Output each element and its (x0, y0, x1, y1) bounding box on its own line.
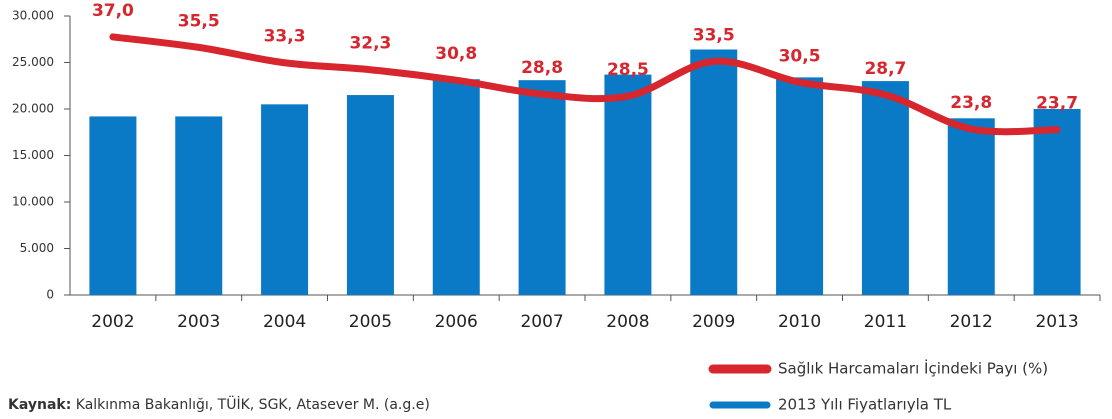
data-label: 30,8 (435, 44, 477, 64)
data-label: 23,8 (950, 93, 992, 113)
bar (690, 49, 738, 296)
bar (1033, 109, 1081, 295)
legend-label: Sağlık Harcamaları İçindeki Payı (%) (778, 359, 1048, 378)
bar (604, 74, 652, 295)
data-label: 35,5 (178, 11, 220, 31)
y-tick-label: 5.000 (20, 241, 54, 255)
data-label: 33,5 (693, 25, 735, 45)
bar (518, 80, 566, 295)
x-tick-label: 2011 (864, 312, 907, 332)
data-label: 28,8 (521, 58, 563, 78)
line (109, 33, 1061, 136)
x-tick-label: 2004 (263, 312, 306, 332)
y-tick-label: 0 (46, 288, 54, 302)
x-tick-label: 2003 (177, 312, 220, 332)
x-tick-label: 2005 (349, 312, 392, 332)
x-tick-label: 2013 (1035, 312, 1078, 332)
y-tick-label: 20.000 (12, 102, 54, 116)
y-tick-label: 10.000 (12, 195, 54, 209)
bar (346, 95, 394, 295)
source-label: Kaynak: (8, 397, 71, 413)
data-label: 28,7 (864, 59, 906, 79)
bar (861, 81, 909, 295)
bar (261, 104, 309, 295)
data-label: 37,0 (92, 1, 134, 21)
source-text: Kalkınma Bakanlığı, TÜİK, SGK, Atasever … (76, 395, 430, 413)
bar (432, 79, 480, 296)
x-tick-label: 2010 (778, 312, 821, 332)
data-label: 33,3 (264, 27, 306, 47)
legend-label: 2013 Yılı Fiyatlarıyla TL (778, 396, 952, 414)
bar (776, 77, 824, 295)
y-tick-label: 30.000 (12, 9, 54, 23)
x-tick-label: 2012 (950, 312, 993, 332)
y-tick-label: 15.000 (12, 148, 54, 162)
x-tick-label: 2002 (91, 312, 134, 332)
source: Kaynak: Kalkınma Bakanlığı, TÜİK, SGK, A… (8, 395, 430, 413)
x-tick-label: 2007 (520, 312, 563, 332)
x-tick-label: 2008 (606, 312, 649, 332)
data-label: 23,7 (1036, 94, 1078, 114)
y-tick-label: 25.000 (12, 55, 54, 69)
bar (947, 118, 995, 295)
bar (175, 116, 223, 295)
x-tick-label: 2009 (692, 312, 735, 332)
data-label: 30,5 (779, 46, 821, 66)
data-label: 28,5 (607, 60, 649, 80)
data-label: 32,3 (349, 34, 391, 54)
x-tick-label: 2006 (435, 312, 478, 332)
bar (89, 116, 137, 295)
